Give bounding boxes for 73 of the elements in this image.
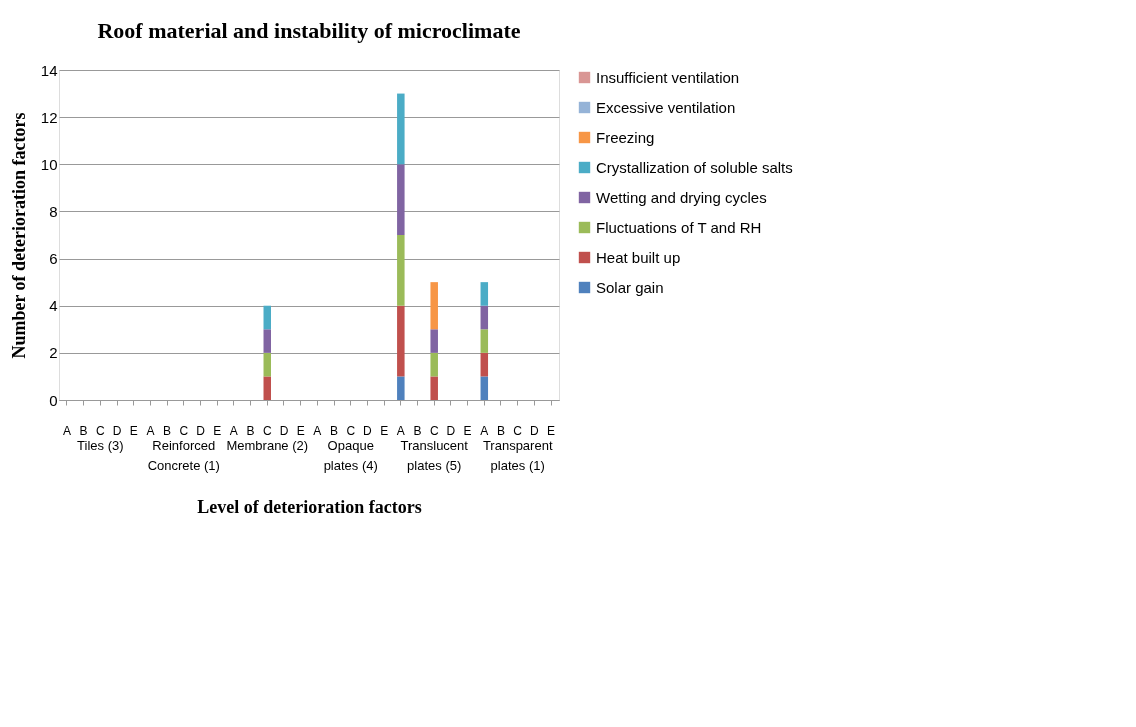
x-tick-label: E bbox=[129, 423, 138, 438]
x-tick-label: B bbox=[246, 423, 255, 438]
x-tick-label: C bbox=[179, 423, 189, 438]
x-tick-label: E bbox=[380, 423, 389, 438]
bar bbox=[430, 376, 438, 400]
x-tick-label: B bbox=[413, 423, 422, 438]
text: Transparent plates (1) bbox=[482, 438, 553, 473]
legend-label: Crystallization of soluble salts bbox=[596, 158, 793, 176]
x-tick-label: D bbox=[446, 423, 456, 438]
x-tick-label: E bbox=[463, 423, 472, 438]
bar bbox=[397, 93, 405, 165]
x-tick-label: A bbox=[146, 423, 155, 438]
legend-label: Wetting and drying cycles bbox=[596, 188, 767, 206]
y-tick-label: 10 bbox=[40, 155, 58, 173]
y-tick-label: 2 bbox=[49, 344, 58, 362]
x-tick-label: A bbox=[396, 423, 405, 438]
bar bbox=[480, 376, 489, 400]
legend-label: Freezing bbox=[596, 128, 655, 146]
y-tick-label: 8 bbox=[49, 202, 58, 220]
x-tick-label: D bbox=[279, 423, 289, 438]
x-tick-label: E bbox=[296, 423, 305, 438]
bar bbox=[263, 305, 272, 330]
text: Reinforced Concrete (1) bbox=[147, 438, 220, 473]
legend-label: Insufficient ventilation bbox=[596, 68, 740, 86]
x-tick-label: C bbox=[95, 423, 105, 438]
y-tick-label: 14 bbox=[40, 61, 58, 79]
bar bbox=[397, 305, 405, 377]
bar bbox=[430, 282, 438, 330]
y-tick-label: 4 bbox=[49, 297, 58, 315]
legend-label: Solar gain bbox=[596, 278, 664, 296]
legend-label: Excessive ventilation bbox=[596, 98, 736, 116]
bar bbox=[430, 352, 438, 377]
x-tick-label: B bbox=[330, 423, 339, 438]
bar bbox=[480, 329, 489, 353]
x-tick-label: A bbox=[229, 423, 238, 438]
x-tick-label: A bbox=[62, 423, 71, 438]
bar bbox=[263, 329, 272, 353]
bar bbox=[397, 164, 405, 235]
bar bbox=[480, 305, 489, 330]
text: Translucent plates (5) bbox=[400, 438, 469, 473]
x-tick-label: D bbox=[112, 423, 122, 438]
x-tick-label: B bbox=[79, 423, 88, 438]
bar bbox=[480, 282, 489, 306]
bar bbox=[263, 352, 272, 377]
x-tick-label: C bbox=[262, 423, 272, 438]
legend-label: Fluctuations of T and RH bbox=[596, 218, 762, 236]
chart-title: Roof material and instability of microclimate bbox=[97, 18, 521, 43]
x-tick-label: C bbox=[429, 423, 439, 438]
x-tick-label: C bbox=[513, 423, 523, 438]
bar bbox=[397, 235, 405, 306]
x-tick-label: B bbox=[163, 423, 172, 438]
x-axis-title: Level of deterioration factors bbox=[197, 496, 422, 517]
text: Membrane (2) bbox=[226, 438, 309, 453]
text: Opaque plates (4) bbox=[323, 438, 378, 473]
x-tick-label: A bbox=[480, 423, 489, 438]
x-tick-label: D bbox=[363, 423, 373, 438]
legend-label: Heat built up bbox=[596, 248, 681, 266]
bar bbox=[263, 376, 272, 400]
x-tick-label: D bbox=[530, 423, 540, 438]
x-tick-label: D bbox=[196, 423, 206, 438]
x-tick-label: C bbox=[346, 423, 356, 438]
x-tick-label: A bbox=[313, 423, 322, 438]
x-tick-label: B bbox=[496, 423, 505, 438]
bar bbox=[397, 376, 405, 400]
bar bbox=[480, 352, 489, 377]
y-axis-title: Number of deterioration factors bbox=[8, 112, 29, 359]
y-tick-label: 12 bbox=[40, 108, 58, 126]
text: Tiles (3) bbox=[77, 438, 124, 453]
y-tick-label: 6 bbox=[49, 250, 58, 268]
x-tick-label: E bbox=[213, 423, 222, 438]
y-tick-label: 0 bbox=[49, 391, 58, 409]
x-tick-label: E bbox=[547, 423, 556, 438]
bar bbox=[430, 329, 438, 353]
